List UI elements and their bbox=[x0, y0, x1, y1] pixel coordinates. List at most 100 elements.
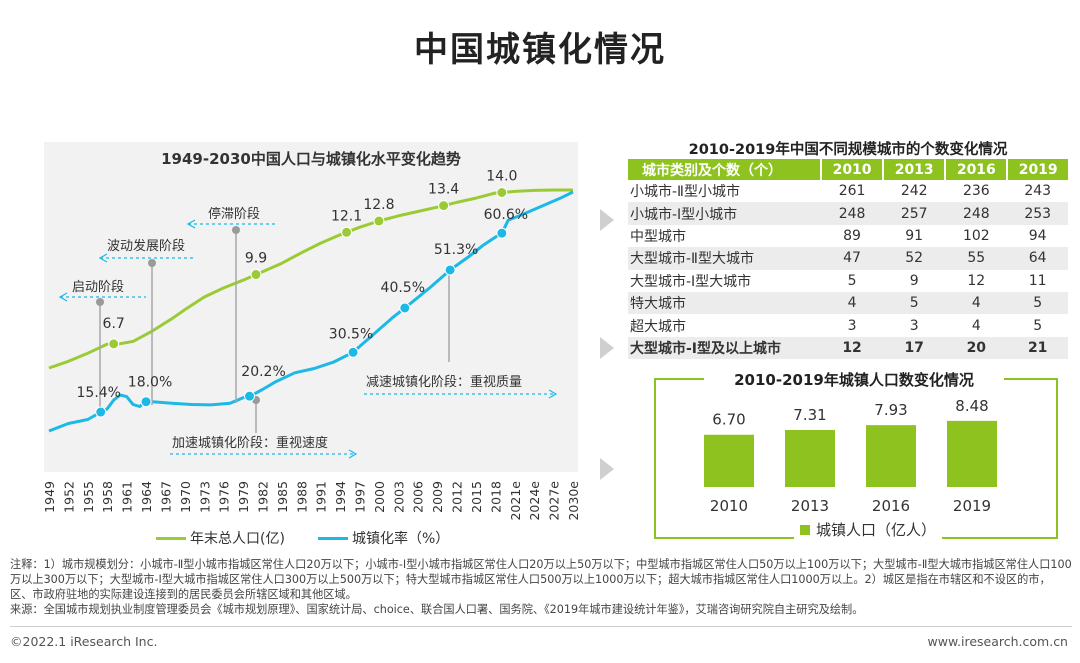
bar-legend-swatch bbox=[800, 524, 810, 535]
x-tick-label: 2021e bbox=[508, 481, 523, 521]
table-cell-category: 中型城市 bbox=[630, 228, 686, 245]
x-tick-label: 1988 bbox=[294, 481, 309, 513]
population-marker bbox=[250, 269, 262, 281]
table-header-category: 城市类别及个数（个） bbox=[628, 159, 822, 180]
table-cell-value: 91 bbox=[905, 227, 924, 244]
bar-value-label: 8.48 bbox=[955, 397, 988, 415]
table-cell-value: 55 bbox=[945, 247, 1008, 270]
stage-label: 减速城镇化阶段：重视质量 bbox=[366, 374, 522, 390]
table-row: 特大城市 4 5 4 5 bbox=[628, 291, 1068, 315]
table-cell-value: 47 bbox=[821, 247, 884, 270]
population-line bbox=[48, 188, 573, 370]
x-tick-label: 1958 bbox=[100, 481, 115, 513]
table-row: 大型城市-Ⅱ型大城市 47 52 55 64 bbox=[628, 247, 1068, 270]
stage-pin-dot bbox=[96, 298, 104, 306]
stage-label: 波动发展阶段 bbox=[107, 238, 185, 254]
urbanization-marker bbox=[347, 346, 359, 358]
stage-arrow-head bbox=[548, 389, 558, 399]
copyright: ©2022.1 iResearch Inc. bbox=[10, 634, 158, 649]
x-tick-label: 2018 bbox=[488, 481, 503, 513]
website-link[interactable]: www.iresearch.com.cn bbox=[927, 634, 1069, 649]
legend-population: 年末总人口(亿) bbox=[156, 528, 285, 548]
stage-label: 停滞阶段 bbox=[208, 206, 260, 222]
x-tick-label: 1949 bbox=[42, 481, 57, 513]
table-header-row: 城市类别及个数（个） 2010 2013 2016 2019 bbox=[628, 159, 1068, 180]
table-cell-value: 12 bbox=[821, 336, 884, 360]
table-title: 2010-2019年中国不同规模城市的个数变化情况 bbox=[688, 142, 1008, 158]
legend-swatch-population bbox=[156, 536, 186, 540]
table-cell-value: 3 bbox=[909, 317, 919, 334]
population-marker bbox=[373, 215, 385, 227]
population-value-label: 12.1 bbox=[331, 208, 362, 224]
table-cell-value: 9 bbox=[909, 272, 919, 289]
bar-chart-title: 2010-2019年城镇人口数变化情况 bbox=[704, 369, 1004, 391]
arrow-right-icon bbox=[600, 209, 614, 231]
table-cell-value: 5 bbox=[847, 272, 857, 289]
bar-legend: 城镇人口（亿人） bbox=[794, 519, 943, 540]
urbanization-value-label: 15.4% bbox=[77, 385, 121, 401]
stage-arrow-head bbox=[348, 449, 358, 459]
urbanization-value-label: 40.5% bbox=[381, 280, 425, 296]
table-cell-value: 21 bbox=[1007, 336, 1068, 360]
table-cell-value: 4 bbox=[945, 291, 1008, 315]
stage-label: 启动阶段 bbox=[72, 280, 124, 295]
table-cell-value: 243 bbox=[1024, 183, 1052, 200]
table-cell-value: 5 bbox=[883, 291, 946, 315]
table-row: 小城市-Ⅰ型小城市 248 257 248 253 bbox=[628, 202, 1068, 225]
x-tick-label: 2024e bbox=[527, 481, 542, 521]
table-cell-value: 17 bbox=[883, 336, 946, 360]
x-tick-label: 2009 bbox=[430, 481, 445, 513]
footer-divider bbox=[10, 626, 1072, 627]
bar-value-label: 6.70 bbox=[712, 411, 745, 429]
table-cell-value: 236 bbox=[962, 183, 990, 200]
population-value-label: 6.7 bbox=[103, 316, 125, 332]
x-tick-label: 2006 bbox=[411, 481, 426, 513]
city-count-table: 城市类别及个数（个） 2010 2013 2016 2019 小城市-Ⅱ型小城市… bbox=[628, 159, 1068, 360]
population-marker bbox=[496, 187, 508, 199]
line-chart-title: 1949-2030中国人口与城镇化水平变化趋势 bbox=[161, 150, 461, 168]
x-tick-label: 1970 bbox=[178, 481, 193, 513]
table-cell-value: 248 bbox=[821, 202, 884, 225]
stage-arrow-head bbox=[186, 219, 196, 229]
stage-pin-dot bbox=[148, 259, 156, 267]
x-tick-label: 1985 bbox=[275, 481, 290, 513]
bar-legend-label: 城镇人口（亿人） bbox=[816, 521, 937, 539]
legend-label-urbanization: 城镇化率（%） bbox=[352, 531, 450, 547]
urbanization-marker bbox=[444, 264, 456, 276]
x-tick-label: 2015 bbox=[469, 481, 484, 513]
urbanization-value-label: 30.5% bbox=[329, 326, 373, 342]
table-header-year: 2010 bbox=[821, 159, 885, 180]
x-tick-label: 1973 bbox=[197, 481, 212, 513]
urbanization-marker bbox=[140, 396, 152, 408]
population-value-label: 14.0 bbox=[486, 169, 517, 185]
population-value-label: 12.8 bbox=[363, 197, 394, 213]
x-tick-label: 1952 bbox=[61, 481, 76, 513]
table-cell-value: 5 bbox=[1007, 291, 1068, 315]
table-cell-category: 大型城市-Ⅰ型大城市 bbox=[630, 273, 752, 290]
x-tick-label: 1994 bbox=[333, 481, 348, 513]
bar bbox=[785, 429, 835, 487]
table-cell-category: 特大城市 bbox=[628, 291, 821, 315]
urbanization-value-label: 18.0% bbox=[128, 375, 172, 391]
table-cell-value: 253 bbox=[1007, 202, 1068, 225]
table-cell-value: 4 bbox=[821, 291, 884, 315]
population-marker bbox=[438, 200, 450, 212]
table-row: 小城市-Ⅱ型小城市 261 242 236 243 bbox=[628, 180, 1068, 202]
table-cell-category: 大型城市-Ⅰ型及以上城市 bbox=[628, 336, 821, 360]
x-tick-label: 2012 bbox=[450, 481, 465, 513]
table-header-year: 2019 bbox=[1007, 159, 1068, 180]
table-cell-value: 20 bbox=[945, 336, 1008, 360]
x-tick-label: 1976 bbox=[217, 481, 232, 513]
x-tick-label: 1964 bbox=[139, 481, 154, 513]
table-cell-category: 超大城市 bbox=[630, 318, 686, 335]
table-cell-value: 5 bbox=[1033, 317, 1043, 334]
urbanization-line bbox=[48, 190, 574, 433]
population-value-label: 13.4 bbox=[428, 182, 459, 198]
table-row: 中型城市 89 91 102 94 bbox=[628, 225, 1068, 247]
bar-value-label: 7.93 bbox=[874, 401, 907, 419]
population-marker bbox=[108, 338, 120, 350]
table-cell-value: 89 bbox=[843, 227, 861, 244]
arrow-right-icon bbox=[600, 337, 614, 359]
table-cell-value: 64 bbox=[1007, 247, 1068, 270]
